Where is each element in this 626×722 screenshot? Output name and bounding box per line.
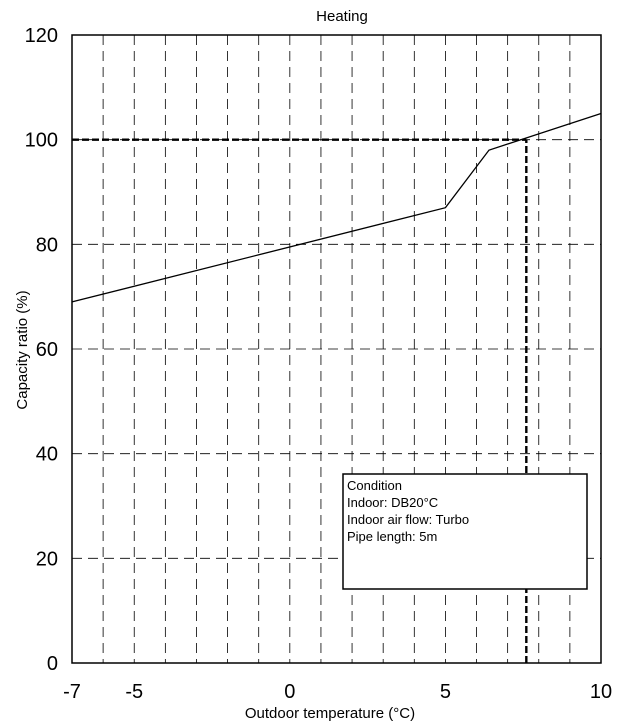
condition-box: Condition Indoor: DB20°C Indoor air flow… [342,473,588,590]
condition-line-4: Pipe length: 5m [347,529,437,544]
reference-lines [72,138,528,663]
y-tick-label: 100 [25,130,58,152]
y-tick-label: 0 [47,653,58,675]
x-tick-label: -5 [125,681,143,703]
x-tick-label: 10 [590,681,612,703]
x-tick-label: -7 [63,681,81,703]
y-tick-label: 20 [36,548,58,570]
chart-title: Heating [316,8,368,25]
y-tick-label: 80 [36,234,58,256]
condition-line-2: Indoor: DB20°C [347,495,438,510]
condition-box-frame [342,473,588,590]
y-tick-label: 120 [25,25,58,47]
y-tick-label: 60 [36,339,58,361]
plot-frame [71,34,602,664]
series-group [71,112,602,303]
capacity-curve [71,112,602,303]
y-tick-label: 40 [36,444,58,466]
condition-line-3: Indoor air flow: Turbo [347,512,469,527]
y-axis-label: Capacity ratio (%) [14,290,31,409]
x-tick-label: 5 [440,681,451,703]
condition-line-1: Condition [347,478,402,493]
x-axis-label: Outdoor temperature (°C) [245,705,415,722]
x-tick-label: 0 [284,681,295,703]
